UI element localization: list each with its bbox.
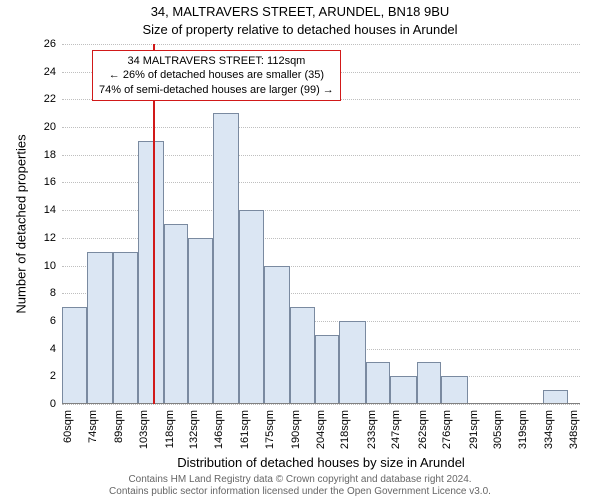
y-tick-label: 14 [44, 204, 56, 216]
x-tick-label: 319sqm [517, 410, 529, 449]
x-axis-line [62, 403, 580, 404]
footer-line2: Contains public sector information licen… [0, 486, 600, 498]
y-tick-label: 4 [50, 343, 56, 355]
info-box: 34 MALTRAVERS STREET: 112sqm ← 26% of de… [92, 50, 341, 101]
y-tick-label: 16 [44, 176, 56, 188]
y-tick-label: 8 [50, 287, 56, 299]
x-tick-label: 305sqm [492, 410, 504, 449]
y-axis-label-container: Number of detached properties [14, 44, 28, 404]
y-tick-label: 26 [44, 38, 56, 50]
histogram-bar [113, 252, 138, 404]
histogram-bar [87, 252, 113, 404]
info-box-line1: 34 MALTRAVERS STREET: 112sqm [99, 54, 334, 68]
histogram-bar [339, 321, 365, 404]
histogram-bar [264, 266, 290, 404]
histogram-bar [213, 113, 239, 404]
x-tick-label: 204sqm [315, 410, 327, 449]
x-tick-label: 247sqm [390, 410, 402, 449]
x-tick-label: 276sqm [441, 410, 453, 449]
x-tick-label: 132sqm [188, 410, 200, 449]
y-tick-label: 24 [44, 66, 56, 78]
x-tick-label: 175sqm [264, 410, 276, 449]
histogram-bar [188, 238, 213, 404]
chart-title-sub: Size of property relative to detached ho… [0, 22, 600, 37]
y-tick-label: 22 [44, 93, 56, 105]
y-tick-label: 12 [44, 232, 56, 244]
x-tick-label: 89sqm [113, 410, 125, 443]
y-tick-label: 18 [44, 149, 56, 161]
x-tick-label: 190sqm [290, 410, 302, 449]
footer: Contains HM Land Registry data © Crown c… [0, 474, 600, 498]
info-box-line3: 74% of semi-detached houses are larger (… [99, 83, 334, 97]
x-tick-label: 103sqm [138, 410, 150, 449]
histogram-bar [138, 141, 164, 404]
y-tick-label: 10 [44, 260, 56, 272]
chart-title-main: 34, MALTRAVERS STREET, ARUNDEL, BN18 9BU [0, 4, 600, 19]
histogram-bar [290, 307, 315, 404]
x-tick-label: 161sqm [239, 410, 251, 449]
histogram-bar [239, 210, 264, 404]
x-tick-label: 348sqm [568, 410, 580, 449]
x-tick-label: 262sqm [417, 410, 429, 449]
x-tick-label: 291sqm [468, 410, 480, 449]
y-tick-label: 20 [44, 121, 56, 133]
y-axis-label: Number of detached properties [14, 134, 29, 313]
x-tick-label: 218sqm [339, 410, 351, 449]
histogram-bar [164, 224, 189, 404]
histogram-bar [441, 376, 467, 404]
gridline [62, 404, 580, 405]
histogram-bar [366, 362, 391, 404]
x-tick-label: 146sqm [213, 410, 225, 449]
histogram-bar [390, 376, 416, 404]
histogram-bar [315, 335, 340, 404]
info-box-line2: ← 26% of detached houses are smaller (35… [99, 68, 334, 82]
x-axis-label: Distribution of detached houses by size … [62, 455, 580, 470]
histogram-bar [543, 390, 568, 404]
y-tick-label: 2 [50, 370, 56, 382]
x-tick-label: 74sqm [87, 410, 99, 443]
x-tick-label: 334sqm [543, 410, 555, 449]
plot-area: 34 MALTRAVERS STREET: 112sqm ← 26% of de… [62, 44, 580, 404]
x-tick-label: 60sqm [62, 410, 74, 443]
x-tick-label: 118sqm [164, 410, 176, 448]
footer-line1: Contains HM Land Registry data © Crown c… [0, 474, 600, 486]
y-tick-label: 6 [50, 315, 56, 327]
histogram-bar [417, 362, 442, 404]
histogram-bar [62, 307, 87, 404]
y-tick-label: 0 [50, 398, 56, 410]
x-tick-label: 233sqm [366, 410, 378, 449]
